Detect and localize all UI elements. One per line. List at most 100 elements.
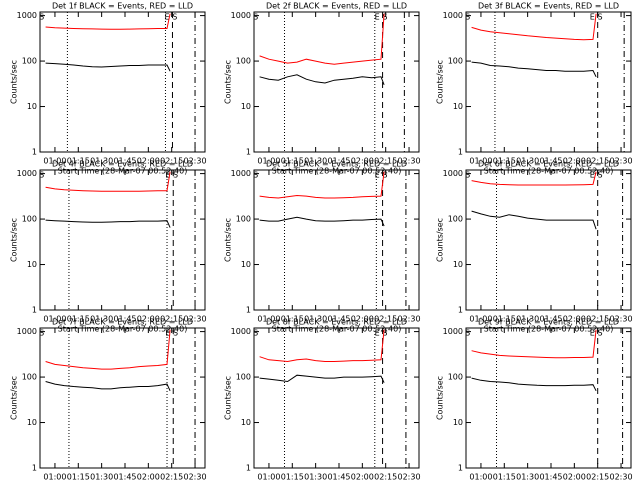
x-tick-label: 01:45 (327, 473, 350, 480)
series-line (471, 171, 597, 186)
x-tick-label: 02:30 (184, 157, 207, 166)
chart-title: Det 8f BLACK = Events, RED = LLD (266, 318, 407, 327)
x-tick-label: 02:30 (398, 315, 421, 324)
plot-frame (253, 169, 420, 311)
x-tick-label: 01:15 (493, 473, 516, 480)
annotation: S (465, 13, 470, 22)
x-tick-label: 01:45 (327, 315, 350, 324)
x-tick-label: 01:15 (281, 473, 304, 480)
annotation: S (39, 171, 44, 180)
annotation: E (590, 329, 595, 338)
annotation: S (173, 329, 178, 338)
y-tick-label: 1000 (443, 169, 463, 178)
x-tick-label: 02:15 (160, 157, 183, 166)
x-tick-label: 01:30 (304, 473, 327, 480)
x-tick-label: 02:15 (160, 315, 183, 324)
x-tick-label: 02:00 (351, 157, 374, 166)
x-tick-label: 01:30 (516, 473, 539, 480)
annotation: S (173, 171, 178, 180)
y-tick-label: 1 (32, 464, 37, 473)
x-axis-label: Start Time (28-Mar-07 00:52:40) (272, 325, 402, 334)
annotation: S (253, 13, 258, 22)
series-line (259, 329, 385, 363)
y-tick-label: 1000 (231, 11, 251, 20)
series-line (45, 171, 171, 192)
annotation: S (382, 329, 387, 338)
y-tick-label: 100 (22, 215, 37, 224)
x-tick-label: 02:30 (610, 157, 633, 166)
annotation: E (375, 171, 380, 180)
y-tick-label: 100 (236, 373, 251, 382)
y-axis-label: Counts/sec (10, 60, 19, 104)
series-line (45, 219, 171, 228)
series-line (259, 216, 385, 227)
x-tick-label: 02:00 (563, 315, 586, 324)
plot-frame (39, 169, 206, 311)
chart-title: Det 2f BLACK = Events, RED = LLD (266, 2, 407, 11)
x-axis-label: Start Time (28-Mar-07 00:52:40) (58, 325, 188, 334)
series-line (45, 329, 171, 370)
annotation: S (39, 329, 44, 338)
x-tick-label: 01:00 (469, 315, 492, 324)
y-tick-label: 10 (241, 418, 251, 427)
series-line (259, 74, 385, 85)
x-tick-label: 02:15 (374, 473, 397, 480)
x-tick-label: 01:00 (257, 315, 280, 324)
y-axis-label: Counts/sec (224, 218, 233, 262)
x-tick-label: 01:45 (113, 157, 136, 166)
x-tick-label: 01:45 (327, 157, 350, 166)
annotation: S (39, 13, 44, 22)
y-tick-label: 1 (32, 306, 37, 315)
x-tick-label: 02:30 (610, 315, 633, 324)
x-tick-label: 01:15 (281, 157, 304, 166)
y-axis-label: Counts/sec (10, 376, 19, 420)
y-tick-label: 1000 (443, 327, 463, 336)
x-axis-label: Start Time (28-Mar-07 00:52:40) (58, 167, 188, 176)
y-tick-label: 1000 (231, 169, 251, 178)
plot-frame (39, 327, 206, 469)
y-tick-label: 10 (453, 260, 463, 269)
y-tick-label: 1000 (17, 169, 37, 178)
y-tick-label: 100 (22, 373, 37, 382)
series-line (45, 62, 171, 72)
x-tick-label: 01:45 (539, 157, 562, 166)
x-tick-label: 01:30 (90, 157, 113, 166)
series-line (259, 171, 385, 199)
x-tick-label: 02:30 (398, 473, 421, 480)
x-tick-label: 01:15 (67, 157, 90, 166)
x-tick-label: 01:00 (43, 157, 66, 166)
plot-frame (253, 327, 420, 469)
chart-title: Det 5f BLACK = Events, RED = LLD (266, 160, 407, 169)
annotation: S (172, 13, 177, 22)
x-tick-label: 01:45 (539, 315, 562, 324)
annotation: E (375, 13, 380, 22)
x-tick-label: 02:15 (586, 315, 609, 324)
y-tick-label: 100 (236, 215, 251, 224)
x-tick-label: 01:15 (67, 473, 90, 480)
y-axis-label: Counts/sec (10, 218, 19, 262)
chart-title: Det 1f BLACK = Events, RED = LLD (52, 2, 193, 11)
annotation: E (375, 329, 380, 338)
y-tick-label: 100 (236, 57, 251, 66)
annotation: S (465, 171, 470, 180)
annotation: S (597, 329, 602, 338)
y-tick-label: 100 (448, 57, 463, 66)
x-tick-label: 01:30 (516, 315, 539, 324)
annotation: S (382, 171, 387, 180)
y-tick-label: 100 (448, 373, 463, 382)
series-line (259, 13, 385, 65)
annotation: E (590, 171, 595, 180)
x-tick-label: 01:30 (516, 157, 539, 166)
x-tick-label: 02:15 (374, 315, 397, 324)
x-tick-label: 02:00 (351, 473, 374, 480)
x-tick-label: 02:00 (351, 315, 374, 324)
series-line (471, 329, 597, 359)
y-tick-label: 1 (458, 306, 463, 315)
x-tick-label: 01:00 (469, 157, 492, 166)
x-tick-label: 01:15 (493, 315, 516, 324)
x-tick-label: 01:30 (304, 157, 327, 166)
y-tick-label: 10 (27, 260, 37, 269)
x-tick-label: 01:30 (90, 473, 113, 480)
